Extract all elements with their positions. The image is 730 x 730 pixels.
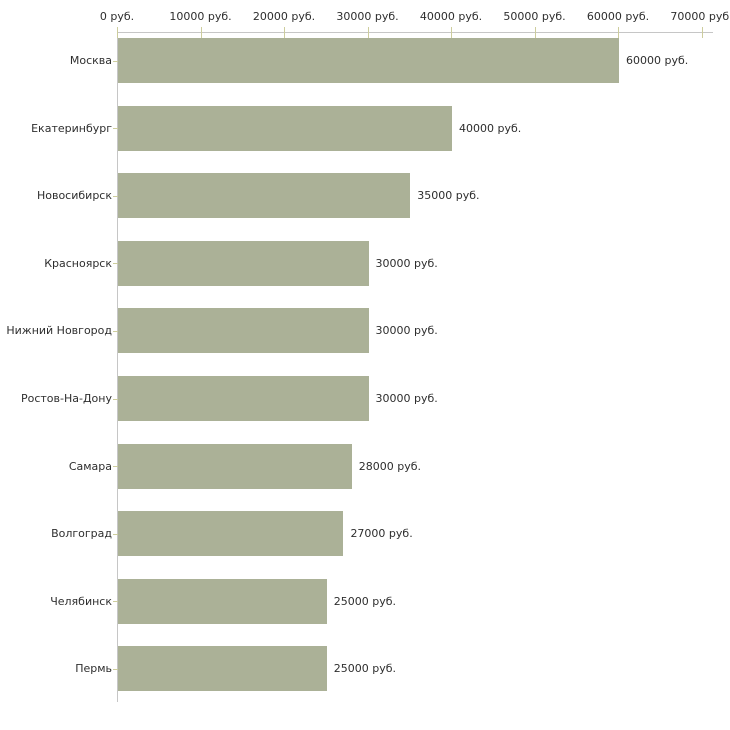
x-axis-tick-label: 50000 руб. (503, 10, 566, 23)
x-axis-tick-label: 10000 руб. (169, 10, 232, 23)
category-tick (113, 195, 122, 197)
bar-value-label: 25000 руб. (333, 594, 397, 608)
category-tick (113, 128, 122, 130)
category-label: Новосибирск (36, 189, 112, 203)
category-tick (113, 263, 122, 265)
category-label: Москва (69, 54, 112, 67)
bar (118, 173, 411, 219)
bar-value-label: 30000 руб. (375, 324, 438, 338)
bar (118, 240, 369, 286)
bar-value-label: 40000 руб. (459, 121, 522, 135)
bar (118, 646, 327, 692)
category-tick (113, 330, 122, 332)
x-axis-tick (618, 27, 619, 38)
category-tick (113, 398, 122, 400)
category-tick (113, 668, 122, 670)
bar (118, 511, 344, 557)
x-axis-line (117, 32, 713, 33)
x-axis-tick-label: 20000 руб. (252, 10, 316, 23)
category-tick (113, 60, 122, 62)
category-label: Красноярск (44, 256, 112, 270)
category-tick (113, 533, 122, 535)
bar-value-label: 35000 руб. (417, 189, 480, 203)
bar-value-label: 60000 руб. (626, 54, 689, 67)
bar-value-label: 27000 руб. (350, 527, 413, 541)
bar-value-label: 30000 руб. (375, 392, 438, 405)
category-label: Пермь (75, 662, 112, 676)
bar (118, 443, 352, 489)
x-axis-tick (534, 27, 536, 38)
category-label: Челябинск (50, 594, 112, 608)
bar-value-label: 25000 руб. (333, 662, 397, 676)
x-axis-tick (367, 27, 369, 38)
x-axis-tick-label: 70000 руб. (670, 10, 730, 23)
x-axis-tick (200, 27, 202, 38)
bar-value-label: 30000 руб. (375, 256, 438, 270)
category-label: Самара (68, 459, 112, 473)
category-tick (113, 466, 122, 468)
category-label: Ростов-На-Дону (20, 392, 112, 405)
bar (118, 105, 452, 151)
category-label: Екатеринбург (31, 121, 112, 135)
bar-value-label: 28000 руб. (358, 459, 422, 473)
category-tick (113, 601, 122, 603)
x-axis-tick-label: 0 руб. (99, 10, 135, 23)
bar (118, 38, 619, 83)
bar (118, 308, 369, 354)
x-axis-tick (701, 27, 703, 38)
y-axis-line (117, 32, 118, 703)
category-label: Нижний Новгород (6, 324, 112, 338)
x-axis-tick (284, 27, 285, 38)
x-axis-tick (451, 27, 452, 38)
x-axis-tick (117, 27, 118, 38)
x-axis-tick-label: 30000 руб. (336, 10, 399, 23)
bar (118, 578, 327, 624)
x-axis-tick-label: 60000 руб. (586, 10, 650, 23)
category-label: Волгоград (51, 527, 112, 541)
bar (118, 376, 369, 421)
x-axis-tick-label: 40000 руб. (419, 10, 483, 23)
